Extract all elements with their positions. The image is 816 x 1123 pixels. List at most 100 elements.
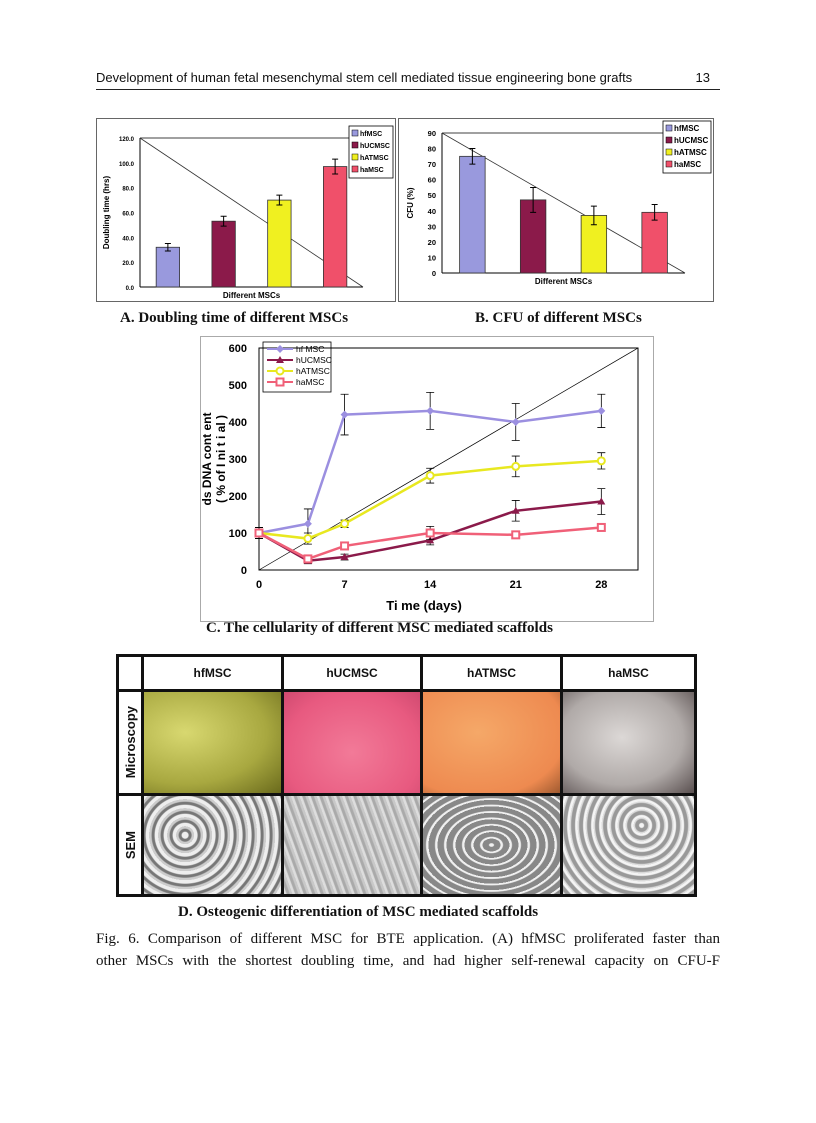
data-point xyxy=(275,366,285,376)
data-point xyxy=(425,471,435,481)
panel-d-image-grid: hfMSC hUCMSC hATMSC haMSC Microscopy SEM xyxy=(116,654,697,897)
y-tick-label: 50 xyxy=(428,191,436,200)
data-point xyxy=(340,553,349,561)
data-point xyxy=(254,528,264,538)
y-tick-label: 20.0 xyxy=(122,261,134,267)
x-axis-label: Different MSCs xyxy=(535,277,593,286)
legend-swatch xyxy=(351,129,359,137)
chart-a-doubling-time: 0.0 20.0 40.0 60.0 80.0 100.0 120.0 Different M… xyxy=(102,125,394,300)
bar-hATMSC xyxy=(580,215,608,274)
y-tick-label: 80.0 xyxy=(122,187,134,193)
legend-swatch xyxy=(665,160,673,168)
y-tick-label: 40 xyxy=(428,207,436,216)
x-tick-label: 14 xyxy=(424,579,437,591)
legend-label: hfMSC xyxy=(360,131,382,138)
bar-hfMSC xyxy=(459,155,486,274)
legend-box xyxy=(262,341,332,393)
legend-label: hATMSC xyxy=(674,148,707,157)
chart-b-cfu: 0 10 20 30 40 50 60 70 80 90 Different MSCs CFU (%)… xyxy=(406,120,712,286)
legend-swatch xyxy=(351,153,359,161)
chart-a-frame: 0.0 20.0 40.0 60.0 80.0 100.0 120.0 Different M… xyxy=(96,118,396,302)
y-tick-label: 30 xyxy=(428,222,436,231)
y-tick-label: 600 xyxy=(229,343,247,355)
x-tick-label: 0 xyxy=(256,579,262,591)
column-header: haMSC xyxy=(563,657,694,689)
bar-hATMSC xyxy=(267,199,292,288)
figure-caption-text: Fig. 6. Comparison of different MSC for … xyxy=(96,928,720,972)
row-label-microscopy: Microscopy xyxy=(122,706,138,779)
y-tick-label: 100 xyxy=(229,528,247,540)
data-point xyxy=(597,406,606,415)
x-tick-label: 7 xyxy=(342,579,348,591)
y-tick-label: 70 xyxy=(428,160,436,169)
error-bar xyxy=(469,148,476,165)
data-point xyxy=(425,528,435,538)
legend-label: haMSC xyxy=(360,167,384,174)
figure-caption-line: other MSCs with the shortest doubling ti… xyxy=(96,953,720,969)
microscopy-image-hucmsc xyxy=(284,692,420,793)
x-axis-label: Ti me (days) xyxy=(386,598,462,613)
legend-swatch xyxy=(351,165,359,173)
data-point xyxy=(275,377,285,387)
caption-b: B. CFU of different MSCs xyxy=(475,310,642,326)
row-header: SEM xyxy=(119,796,141,894)
figure-caption-line: Fig. 6. Comparison of different MSC for … xyxy=(96,931,720,947)
y-tick-label: 400 xyxy=(229,417,247,429)
column-header: hATMSC xyxy=(423,657,560,689)
sem-image-hfmsc xyxy=(144,796,281,894)
microscopy-image-hatmsc xyxy=(423,692,560,793)
y-tick-label: 20 xyxy=(428,238,436,247)
error-bar xyxy=(276,194,283,206)
grid-corner xyxy=(119,657,141,689)
y-tick-label: 10 xyxy=(428,253,436,262)
microscopy-image-hamsc xyxy=(563,692,694,793)
error-bar xyxy=(530,186,537,213)
legend-label: hUCMSC xyxy=(296,355,332,365)
chart-b-frame: 0 10 20 30 40 50 60 70 80 90 Different MSCs CFU (%)… xyxy=(398,118,714,302)
error-bar xyxy=(651,204,658,221)
y-axis-label: CFU (%) xyxy=(406,187,415,218)
bar-haMSC xyxy=(323,166,348,288)
data-point xyxy=(276,356,284,363)
bar-hUCMSC xyxy=(211,220,236,288)
y-tick-label: 0 xyxy=(241,565,247,577)
error-bar xyxy=(590,205,597,226)
legend-swatch xyxy=(665,136,673,144)
data-point xyxy=(276,345,284,353)
x-axis-label: Different MSCs xyxy=(223,291,281,300)
x-tick-label: 21 xyxy=(510,579,522,591)
y-axis-label: Doubling time (hrs) xyxy=(102,176,111,250)
bar-haMSC xyxy=(641,211,668,274)
y-axis-label: ds DNA cont ent xyxy=(201,413,214,506)
data-point xyxy=(340,519,350,529)
y-tick-label: 0 xyxy=(432,269,436,278)
y-tick-label: 200 xyxy=(229,491,247,503)
y-axis-label: ( % of I ni t i al ) xyxy=(214,415,228,503)
page-number: 13 xyxy=(695,70,710,85)
error-bar xyxy=(220,215,227,227)
legend-label: haMSC xyxy=(674,160,701,169)
y-tick-label: 90 xyxy=(428,129,436,138)
data-point xyxy=(303,554,313,564)
y-tick-label: 0.0 xyxy=(126,286,135,292)
y-tick-label: 80 xyxy=(428,145,436,154)
column-header: hfMSC xyxy=(144,657,281,689)
chart-c-cellularity: 0 100 200 300 400 500 600 0 7 14 21 28 Ti me (days) d… xyxy=(200,341,639,613)
series-line-haMSC xyxy=(258,526,602,561)
header-title: Development of human fetal mesenchymal s… xyxy=(96,70,633,85)
data-point xyxy=(340,410,349,419)
data-point xyxy=(511,461,521,471)
y-tick-label: 60.0 xyxy=(122,212,134,218)
data-point xyxy=(511,418,520,426)
microscopy-image-hfmsc xyxy=(144,692,281,793)
data-point xyxy=(597,497,606,505)
chart-c-frame: 0 100 200 300 400 500 600 0 7 14 21 28 Ti me (days) d… xyxy=(200,336,654,622)
legend-label: hUCMSC xyxy=(674,136,708,145)
data-point xyxy=(426,406,435,415)
caption-a: A. Doubling time of different MSCs xyxy=(120,310,349,326)
series-line-hfMSC xyxy=(258,409,602,535)
legend-label: hATMSC xyxy=(296,366,330,376)
legend-label: haMSC xyxy=(296,377,324,387)
y-tick-label: 120.0 xyxy=(119,137,135,143)
